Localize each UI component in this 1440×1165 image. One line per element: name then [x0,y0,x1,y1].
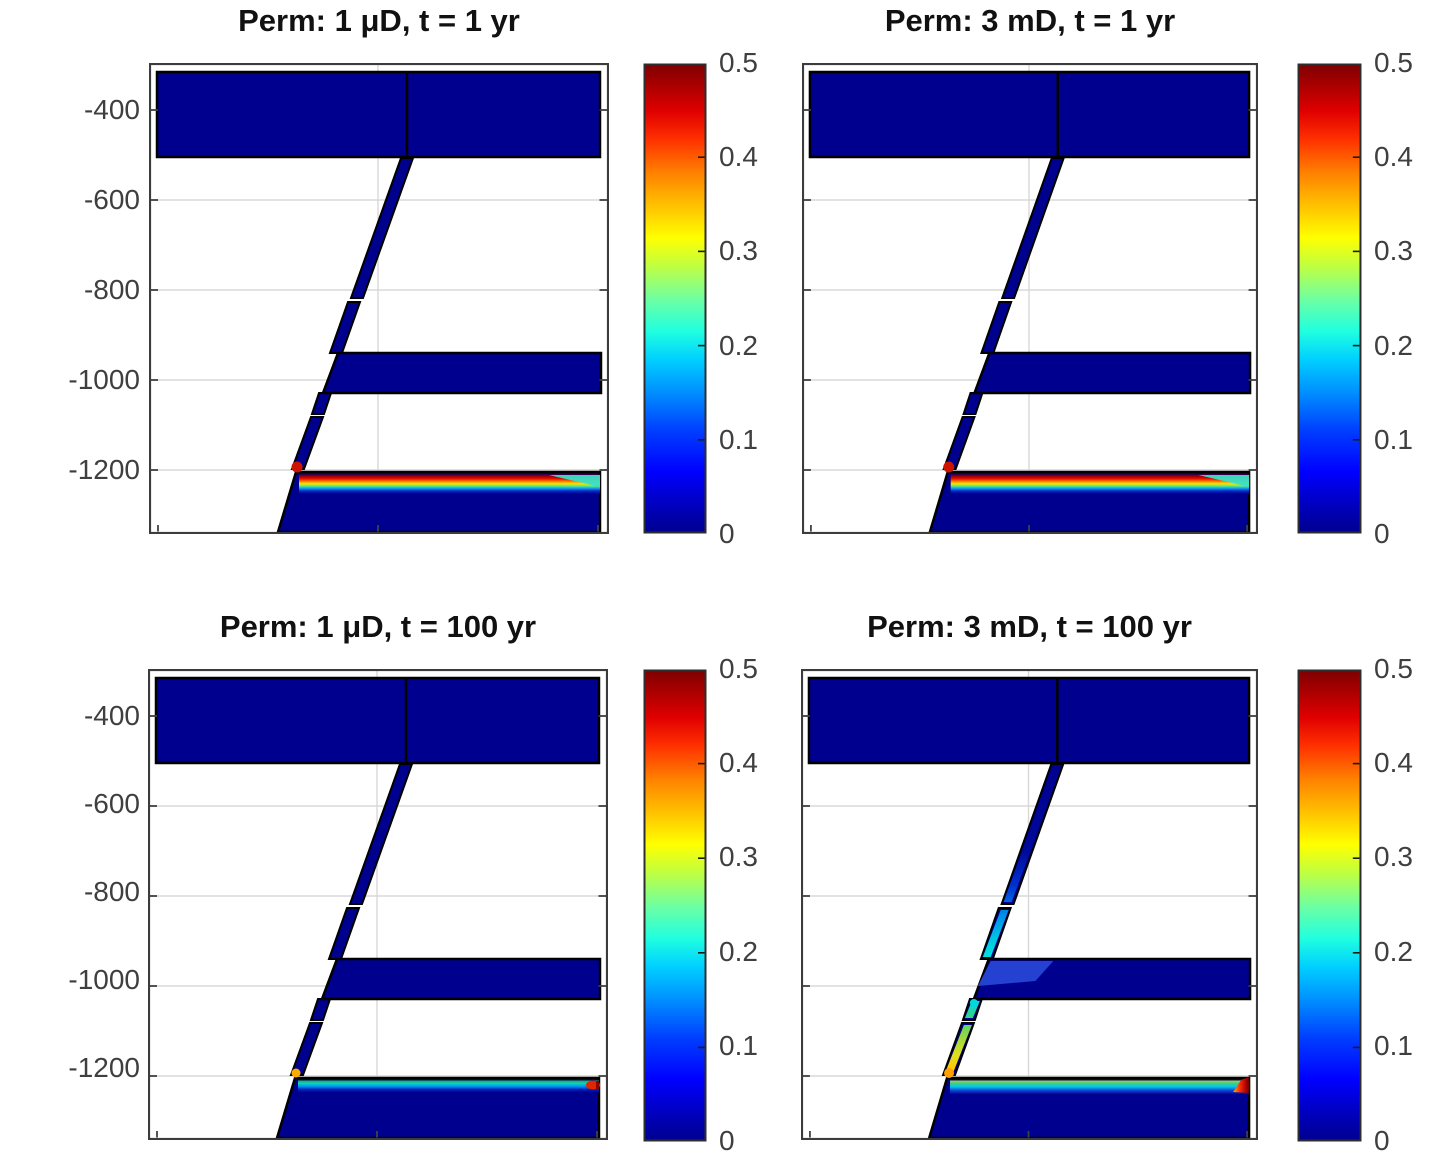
y-tick-label: -800 [83,876,140,907]
panel2-title: Perm: 3 mD, t = 1 yr [884,3,1176,38]
colorbar-tick-label: 0.1 [719,1030,758,1061]
colorbar-tick-label: 0.1 [1374,424,1413,455]
colorbar-tick-label: 0.4 [1374,141,1413,172]
colorbar-tick-label: 0.3 [719,841,758,872]
panel4-saturation-map [801,669,1258,1140]
colorbar-tick-label: 0.5 [1374,653,1413,684]
colorbar-tick-label: 0.2 [719,936,758,967]
panel3-colorbar [643,669,707,1142]
y-tick-label: -1000 [68,964,140,995]
colorbar-tick-label: 0 [1374,518,1390,549]
y-tick-label: -800 [83,274,140,305]
colorbar-tick-label: 0.5 [719,653,758,684]
colorbar-tick-label: 0.5 [1374,47,1413,78]
colorbar-tick-label: 0.2 [719,330,758,361]
panel1-colorbar [643,63,707,534]
y-tick-label: -1200 [68,454,140,485]
colorbar-tick-label: 0 [719,518,735,549]
y-tick-label: -600 [83,184,140,215]
colorbar-tick-label: 0.1 [1374,1030,1413,1061]
panel2-saturation-map [802,63,1258,534]
colorbar-tick-label: 0.4 [1374,747,1413,778]
panel3-saturation-map [148,669,608,1140]
colorbar-tick-label: 0.5 [719,47,758,78]
colorbar-tick-label: 0.3 [719,235,758,266]
colorbar-tick-label: 0 [1374,1125,1390,1156]
y-tick-label: -400 [83,94,140,125]
colorbar-tick-label: 0.4 [719,141,758,172]
colorbar-tick-label: 0.1 [719,424,758,455]
panel3-title: Perm: 1 μD, t = 100 yr [219,609,537,644]
colorbar-tick-label: 0 [719,1125,735,1156]
panel1-saturation-map [149,63,609,534]
colorbar-tick-label: 0.3 [1374,235,1413,266]
panel4-colorbar [1297,669,1362,1142]
colorbar-tick-label: 0.2 [1374,330,1413,361]
y-tick-label: -400 [83,700,140,731]
y-tick-label: -600 [83,788,140,819]
panel2-colorbar [1297,63,1362,534]
colorbar-tick-label: 0.3 [1374,841,1413,872]
y-tick-label: -1200 [68,1052,140,1083]
y-tick-label: -1000 [68,364,140,395]
panel4-title: Perm: 3 mD, t = 100 yr [867,609,1192,644]
colorbar-tick-label: 0.4 [719,747,758,778]
panel1-title: Perm: 1 μD, t = 1 yr [238,3,520,38]
colorbar-tick-label: 0.2 [1374,936,1413,967]
